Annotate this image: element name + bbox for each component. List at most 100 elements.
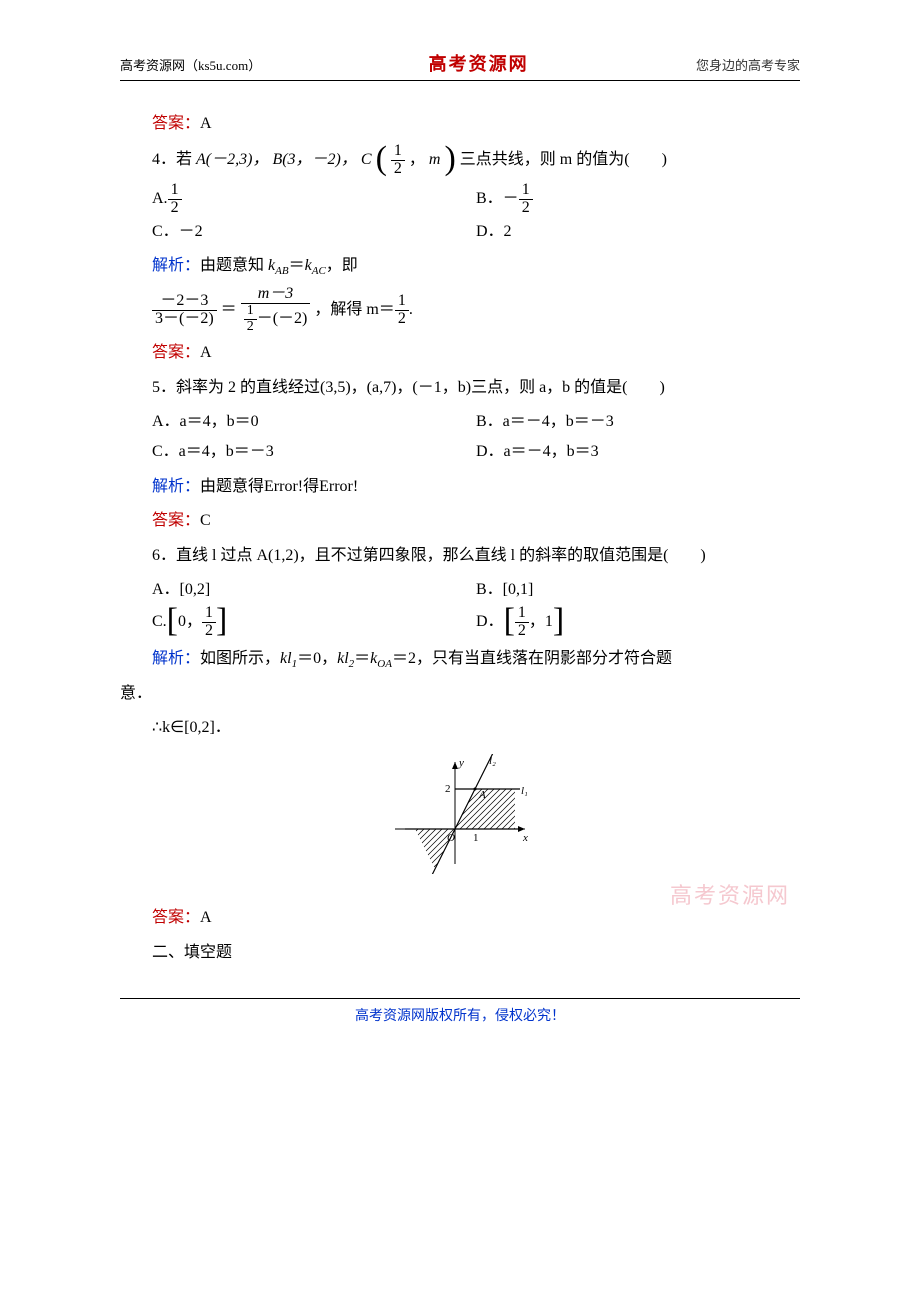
frac-den: 2	[395, 311, 409, 328]
page-footer: 高考资源网版权所有，侵权必究！	[120, 998, 800, 1025]
q4-options-row2: C．－2 D．2	[120, 217, 800, 247]
section-2-heading: 二、填空题	[120, 938, 800, 968]
opt-label: D．	[476, 613, 504, 630]
sub-ab: AB	[275, 265, 288, 277]
q4-solution-line2: －2－3 3－(－2) ＝ m－3 12－(－2) ，解得 m＝12.	[120, 286, 800, 334]
frac-den: 2	[519, 200, 533, 217]
comma: ，	[409, 151, 425, 168]
left-bracket-icon: [	[167, 604, 178, 638]
frac-den: 2	[515, 623, 529, 640]
answer-3: 答案：A	[120, 109, 800, 139]
q6-option-a: A．[0,2]	[152, 575, 476, 605]
q4-option-b: B．－12	[476, 182, 800, 217]
frac-num: m－3	[241, 286, 311, 304]
frac-den: 2	[202, 623, 216, 640]
solution-label: 解析：	[152, 650, 200, 667]
k-var: k	[305, 257, 312, 274]
q4-option-c: C．－2	[152, 217, 476, 247]
q4-option-a: A.12	[152, 182, 476, 217]
q4-point-b: B(3，－2)，	[272, 151, 356, 168]
diagram-svg: O 1 2 A y x l₁ l₂	[385, 754, 535, 874]
text-fragment: ，即	[326, 257, 358, 274]
frac-den: 12－(－2)	[241, 304, 311, 334]
equals: ＝	[289, 257, 305, 274]
answer-6: 答案：A	[120, 903, 800, 933]
q6-options-row1: A．[0,2] B．[0,1]	[120, 575, 800, 605]
kl-var: kl	[337, 650, 349, 667]
solution-label: 解析：	[152, 478, 200, 495]
q6-option-b: B．[0,1]	[476, 575, 800, 605]
question-5: 5．斜率为 2 的直线经过(3,5)，(a,7)，(－1，b)三点，则 a，b …	[120, 373, 800, 403]
fraction-rhs: m－3 12－(－2)	[241, 286, 311, 334]
q6-solution-line1: 解析：如图所示，kl1＝0，kl2＝kOA＝2，只有当直线落在阴影部分才符合题	[120, 644, 800, 675]
text-fragment: 如图所示，	[200, 650, 280, 667]
q5-solution: 解析：由题意得Error!得Error!	[120, 472, 800, 502]
question-4: 4．若 A(－2,3)， B(3，－2)， C ( 12 ， m ) 三点共线，…	[120, 143, 800, 178]
answer-value: A	[200, 344, 212, 361]
text-fragment: ，1	[529, 613, 553, 630]
answer-value: C	[200, 512, 211, 529]
svg-text:l₁: l₁	[521, 785, 528, 797]
q6-option-d: D．[12，1]	[476, 605, 800, 640]
sub-oa: OA	[377, 658, 392, 670]
frac-num: －2－3	[152, 293, 217, 311]
frac-num: 1	[395, 293, 409, 311]
svg-text:A: A	[478, 789, 486, 801]
fraction-half: 12	[168, 182, 182, 217]
left-paren-icon: (	[376, 142, 387, 176]
answer-label: 答案：	[152, 909, 200, 926]
answer-label: 答案：	[152, 344, 200, 361]
svg-text:O: O	[447, 832, 455, 844]
svg-text:x: x	[522, 832, 528, 844]
opt-label: B．－	[476, 190, 519, 207]
fraction-lhs: －2－3 3－(－2)	[152, 293, 217, 328]
frac-den: 2	[168, 200, 182, 217]
equals: ＝	[354, 650, 370, 667]
q6-diagram: O 1 2 A y x l₁ l₂	[120, 754, 800, 885]
header-right: 您身边的高考专家	[696, 55, 800, 74]
svg-text:1: 1	[473, 832, 479, 844]
q5-option-d: D．a＝－4，b＝3	[476, 437, 800, 467]
fraction-half: 12	[202, 605, 216, 640]
q6-option-c: C.[0，12]	[152, 605, 476, 640]
q5-option-c: C．a＝4，b＝－3	[152, 437, 476, 467]
answer-value: A	[200, 115, 212, 132]
header-left: 高考资源网（ks5u.com）	[120, 55, 261, 74]
q5-option-a: A．a＝4，b＝0	[152, 407, 476, 437]
frac-num: 1	[391, 143, 405, 161]
q4-options-row1: A.12 B．－12	[120, 182, 800, 217]
right-bracket-icon: ]	[553, 604, 564, 638]
q5-options-row1: A．a＝4，b＝0 B．a＝－4，b＝－3	[120, 407, 800, 437]
q4-post: 三点共线，则 m 的值为( )	[460, 151, 667, 168]
text-fragment: 由题意知	[200, 257, 268, 274]
q6-solution-cont: 意．	[120, 679, 800, 709]
svg-text:2: 2	[445, 783, 451, 795]
right-bracket-icon: ]	[216, 604, 227, 638]
page-header: 高考资源网（ks5u.com） 高考资源网 您身边的高考专家	[120, 50, 800, 81]
equals: ＝	[221, 301, 237, 318]
q6-options-row2: C.[0，12] D．[12，1]	[120, 605, 800, 640]
fraction-half: 12	[515, 605, 529, 640]
frac-den: 3－(－2)	[152, 311, 217, 328]
left-bracket-icon: [	[504, 604, 515, 638]
frac-den: 2	[391, 161, 405, 178]
fraction-result: 12	[395, 293, 409, 328]
answer-5: 答案：C	[120, 506, 800, 536]
solution-label: 解析：	[152, 257, 200, 274]
q4-option-d: D．2	[476, 217, 800, 247]
text-fragment: 由题意得Error!得Error!	[200, 478, 358, 495]
content: 答案：A 4．若 A(－2,3)， B(3，－2)， C ( 12 ， m ) …	[120, 109, 800, 968]
header-center: 高考资源网	[429, 50, 529, 76]
text-fragment: ＝2，只有当直线落在阴影部分才符合题	[392, 650, 672, 667]
q5-option-b: B．a＝－4，b＝－3	[476, 407, 800, 437]
frac-den: 2	[244, 320, 257, 335]
q5-options-row2: C．a＝4，b＝－3 D．a＝－4，b＝3	[120, 437, 800, 467]
right-paren-icon: )	[444, 142, 455, 176]
q4-point-c-label: C	[361, 151, 372, 168]
frac-num: 1	[244, 304, 257, 320]
question-6: 6．直线 l 过点 A(1,2)，且不过第四象限，那么直线 l 的斜率的取值范围…	[120, 541, 800, 571]
frac-num: 1	[515, 605, 529, 623]
opt-label: A.	[152, 190, 168, 207]
opt-label: C.	[152, 613, 167, 630]
answer-label: 答案：	[152, 115, 200, 132]
